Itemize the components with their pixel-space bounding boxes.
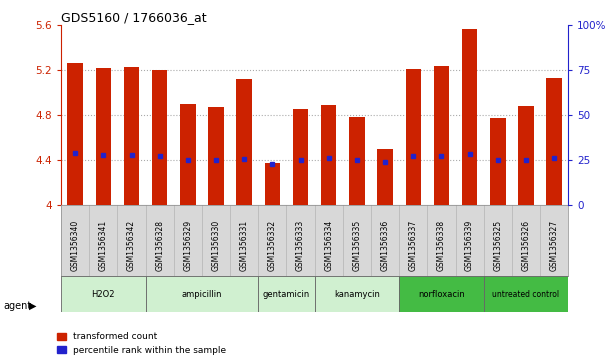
Text: GSM1356333: GSM1356333 <box>296 219 305 270</box>
Bar <box>293 109 309 205</box>
Bar <box>378 148 393 205</box>
Bar <box>315 276 399 312</box>
Text: GSM1356342: GSM1356342 <box>127 220 136 270</box>
Text: GSM1356336: GSM1356336 <box>381 219 390 270</box>
Bar <box>258 276 315 312</box>
Bar <box>67 64 83 205</box>
Bar <box>236 79 252 205</box>
Text: GSM1356328: GSM1356328 <box>155 220 164 270</box>
Bar <box>406 69 421 205</box>
Bar <box>434 66 449 205</box>
Text: GSM1356325: GSM1356325 <box>493 220 502 270</box>
Bar <box>145 276 258 312</box>
Text: agent: agent <box>3 301 31 311</box>
Text: GSM1356337: GSM1356337 <box>409 219 418 270</box>
Bar <box>180 104 196 205</box>
Text: H2O2: H2O2 <box>92 290 115 299</box>
Text: GSM1356335: GSM1356335 <box>353 219 362 270</box>
Bar <box>61 276 145 312</box>
Text: GSM1356327: GSM1356327 <box>550 220 558 270</box>
Text: untreated control: untreated control <box>492 290 560 299</box>
Text: GSM1356330: GSM1356330 <box>211 219 221 270</box>
Text: GDS5160 / 1766036_at: GDS5160 / 1766036_at <box>61 11 207 24</box>
Text: GSM1356332: GSM1356332 <box>268 220 277 270</box>
Bar <box>546 78 562 205</box>
Text: GSM1356341: GSM1356341 <box>99 220 108 270</box>
Bar <box>208 107 224 205</box>
Text: ampicillin: ampicillin <box>181 290 222 299</box>
Text: ▶: ▶ <box>29 301 37 311</box>
Bar <box>399 276 484 312</box>
Legend: transformed count, percentile rank within the sample: transformed count, percentile rank withi… <box>53 329 230 359</box>
Text: GSM1356326: GSM1356326 <box>521 220 530 270</box>
Bar <box>95 68 111 205</box>
Text: gentamicin: gentamicin <box>263 290 310 299</box>
Bar <box>265 163 280 205</box>
Bar <box>462 29 477 205</box>
Bar <box>124 67 139 205</box>
Bar <box>349 117 365 205</box>
Bar <box>484 276 568 312</box>
Bar <box>518 106 534 205</box>
Bar <box>321 105 337 205</box>
Bar <box>152 70 167 205</box>
Text: norfloxacin: norfloxacin <box>418 290 465 299</box>
Text: GSM1356338: GSM1356338 <box>437 220 446 270</box>
Text: kanamycin: kanamycin <box>334 290 380 299</box>
Text: GSM1356339: GSM1356339 <box>465 219 474 270</box>
Text: GSM1356334: GSM1356334 <box>324 219 333 270</box>
Text: GSM1356340: GSM1356340 <box>71 219 79 270</box>
Text: GSM1356331: GSM1356331 <box>240 220 249 270</box>
Text: GSM1356329: GSM1356329 <box>183 220 192 270</box>
Bar <box>490 118 505 205</box>
